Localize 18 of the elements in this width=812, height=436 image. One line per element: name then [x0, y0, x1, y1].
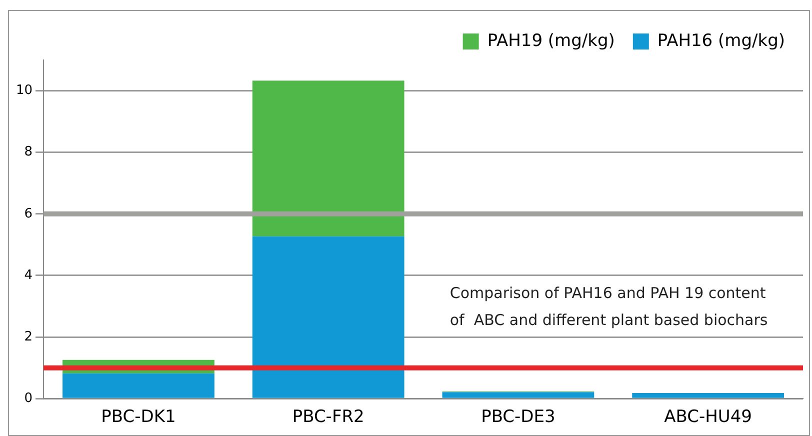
- y-tick-label: 4: [24, 268, 33, 283]
- x-tick-label: PBC-DE3: [481, 407, 556, 428]
- y-tick-label: 0: [24, 390, 33, 406]
- legend-label: PAH16 (mg/kg): [657, 30, 785, 51]
- bar: [252, 236, 404, 398]
- x-tick-label: PBC-FR2: [292, 407, 364, 428]
- annotation: Comparison of PAH16 and PAH 19 content of ABC and different plant based biochars: [450, 284, 768, 329]
- x-tick-label: ABC-HU49: [664, 407, 752, 428]
- legend-label: PAH19 (mg/kg): [487, 30, 615, 51]
- bar: [62, 373, 214, 398]
- bar: [632, 393, 784, 398]
- y-tick-label: 6: [24, 206, 33, 222]
- x-tick-label: PBC-DK1: [101, 407, 176, 428]
- y-tick-label: 2: [24, 329, 33, 344]
- y-tick-label: 10: [16, 83, 33, 98]
- bar: [442, 392, 594, 398]
- y-tick-label: 8: [24, 144, 33, 160]
- bar: [252, 80, 404, 236]
